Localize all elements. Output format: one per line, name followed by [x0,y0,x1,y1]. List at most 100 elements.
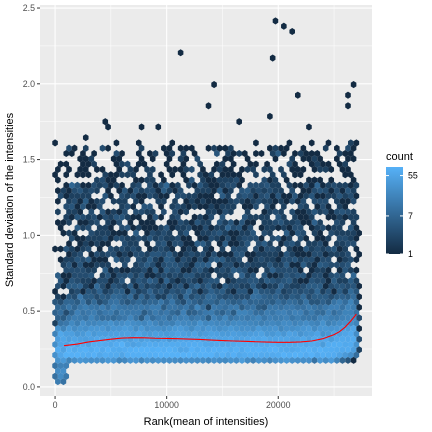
hexbin-cell [211,144,217,152]
hexbin-cell [96,309,103,317]
hexbin-cell [108,224,114,232]
hexbin-cell [331,224,337,232]
hexbin-cell [85,224,92,232]
hexbin-cell [233,293,240,301]
hexbin-cell [236,309,242,317]
hexbin-cell [255,346,262,354]
hexbin-cell [303,277,309,285]
hexbin-cell [169,309,176,317]
hexbin-cell [74,330,81,338]
hexbin-cell [166,314,173,322]
hexbin-cell [219,181,226,189]
hexbin-cell [233,250,240,258]
hexbin-cell [269,330,276,338]
hexbin-cell [77,155,83,163]
hexbin-cell [116,293,123,301]
hexbin-cell [241,277,248,285]
hexbin-cell [200,282,206,290]
hexbin-cell [306,356,312,364]
hexbin-cell [267,218,273,227]
hexbin-cell [289,27,295,36]
hexbin-cell [116,325,123,333]
hexbin-cell [230,298,237,306]
hexbin-cell [281,256,287,264]
hexbin-cell [334,303,340,311]
hexbin-cell [85,234,92,242]
hexbin-cell [202,351,209,359]
hexbin-cell [269,351,276,359]
hexbin-cell [130,192,136,200]
hexbin-cell [194,250,201,258]
hexbin-cell [172,208,178,216]
hexbin-cell [88,218,95,227]
hexbin-cell [241,203,248,211]
hexbin-cell [186,319,192,327]
hexbin-cell [91,266,97,274]
hexbin-cell [334,346,340,354]
hexbin-cell [297,298,304,306]
hexbin-cell [275,245,282,253]
hexbin-cell [138,282,145,290]
hexbin-cell [113,287,120,295]
hexbin-cell [216,250,223,258]
hexbin-cell [149,165,156,173]
hexbin-cell [200,314,206,322]
hexbin-cell [99,293,106,301]
hexbin-cell [94,261,100,269]
hexbin-cell [269,192,276,200]
hexbin-cell [71,261,78,269]
hexbin-cell [102,256,109,264]
hexbin-cell [172,271,178,280]
hexbin-cell [247,351,254,359]
hexbin-cell [80,309,86,317]
hexbin-cell [236,118,242,126]
hexbin-cell [82,335,89,343]
hexbin-cell [91,181,97,189]
hexbin-cell [292,181,298,189]
hexbin-cell [74,351,81,359]
hexbin-cell [250,261,256,269]
hexbin-cell [311,325,318,333]
hexbin-cell [149,250,156,258]
hexbin-cell [278,303,284,311]
hexbin-cell [255,282,262,290]
hexbin-cell [281,22,287,30]
hexbin-cell [158,330,164,338]
hexbin-cell [306,293,312,301]
hexbin-cell [214,181,220,189]
hexbin-cell [233,197,240,205]
hexbin-cell [353,181,360,189]
hexbin-cell [334,271,340,280]
hexbin-cell [91,256,97,264]
hexbin-cell [69,298,75,306]
hexbin-cell [94,356,100,364]
hexbin-cell [152,266,159,274]
hexbin-cell [80,160,86,168]
hexbin-cell [144,218,150,227]
hexbin-cell [113,266,120,274]
hexbin-cell [88,356,95,364]
hexbin-cell [147,192,153,200]
hexbin-cell [345,91,351,99]
hexbin-cell [222,293,229,301]
hexbin-cell [200,356,206,364]
hexbin-cell [300,271,307,280]
hexbin-cell [172,240,178,248]
hexbin-cell [258,213,265,221]
hexbin-cell [191,266,198,274]
hexbin-cell [311,303,318,311]
hexbin-cell [202,340,209,349]
hexbin-cell [353,277,360,285]
hexbin-cell [264,181,270,189]
hexbin-cell [275,224,282,232]
hexbin-cell [186,330,192,338]
hexbin-cell [300,155,307,163]
hexbin-cell [180,277,187,285]
hexbin-cell [292,287,298,295]
hexbin-cell [292,171,298,179]
hexbin-cell [314,340,321,349]
hexbin-cell [166,144,173,152]
hexbin-cell [205,356,212,364]
hexbin-cell [110,176,117,184]
hexbin-cell [91,309,97,317]
